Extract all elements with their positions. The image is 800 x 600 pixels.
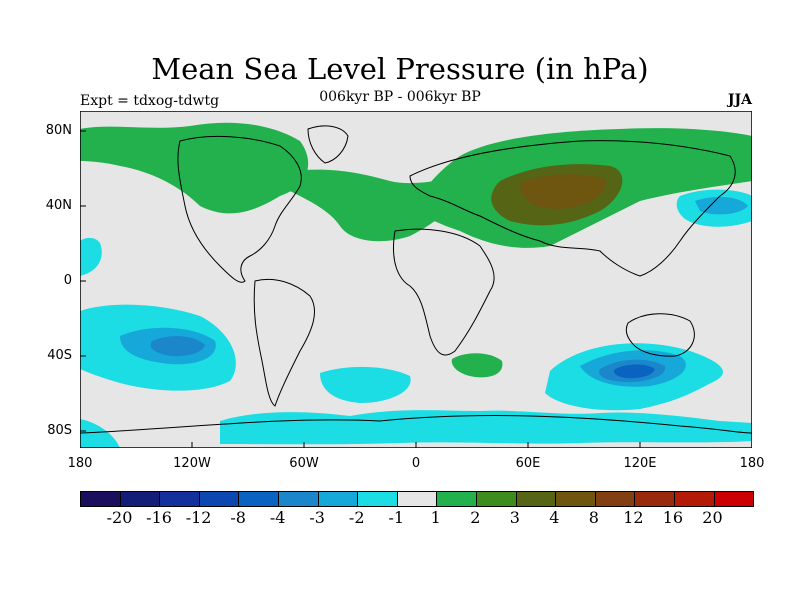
colorbar-swatch [635,492,675,506]
colorbar-label: -20 [106,508,133,527]
north-pacific-edge-high [80,237,102,276]
antarctic-low-band [220,410,752,445]
pressure-map [80,111,752,448]
south-pacific-core [150,336,205,357]
eurasia-inner-core [520,174,606,209]
colorbar-swatch [714,492,754,506]
australia-coast [625,313,695,357]
colorbar-swatch [120,492,161,506]
colorbar-label: -8 [230,508,246,527]
colorbar-swatch [278,492,319,506]
colorbar-label: -12 [185,508,212,527]
negative-anomaly-regions [80,189,752,448]
lon-label-180e: 180 [739,456,765,471]
colorbar-swatch [318,492,359,506]
lat-label-40s: 40S [47,348,72,363]
colorbar-swatch [476,492,517,506]
africa-coast [392,228,495,356]
north-atlantic-high [290,169,462,242]
greenland-coast [307,125,349,164]
lon-label-120e: 120E [623,456,657,471]
eurasia-coast [409,140,736,277]
lon-label-60e: 60E [515,456,541,471]
colorbar-swatch [516,492,557,506]
south-atlantic-low [320,366,411,403]
colorbar-label: 4 [549,508,560,527]
lon-label-0: 0 [411,456,421,471]
north-america-coast [177,135,302,283]
season-label: JJA [727,92,752,108]
colorbar-label: 16 [662,508,684,527]
colorbar [80,491,754,507]
negative-anomaly-core [150,336,666,383]
coastlines [80,125,752,434]
experiment-label: Expt = tdxog-tdwtg [80,93,220,109]
colorbar-label: -1 [388,508,405,527]
colorbar-swatch [358,492,398,506]
colorbar-label: 1 [430,508,441,527]
colorbar-label: -16 [146,508,172,527]
south-atlantic-high [451,353,503,378]
axis-ticks [80,130,641,448]
south-pacific-edge-low [80,419,120,448]
colorbar-swatch [397,492,438,506]
negative-anomaly-deepest [614,364,655,379]
positive-anomaly-regions [80,122,752,378]
lat-label-80n: 80N [45,123,72,138]
colorbar-swatch [674,492,715,506]
lat-label-40n: 40N [45,198,72,213]
colorbar-swatch [239,492,279,506]
chart-subtitle: 006kyr BP - 006kyr BP [319,89,481,105]
south-america-coast [253,278,315,407]
northwest-pacific-low-inner [695,196,748,215]
lon-label-120w: 120W [173,456,211,471]
chart-title: Mean Sea Level Pressure (in hPa) [151,52,649,86]
colorbar-swatch [199,492,240,506]
colorbar-label: 20 [702,508,723,527]
colorbar-label: 2 [470,508,481,527]
colorbar-swatch [160,492,200,506]
lon-label-180w: 180 [67,456,93,471]
colorbar-swatch [81,492,121,506]
colorbar-label: 3 [509,508,520,527]
colorbar-label: 8 [588,508,599,527]
colorbar-label: -4 [269,508,286,527]
lat-label-eq: 0 [63,273,72,288]
arctic-north-america-high [80,122,309,214]
antarctica-coast [80,415,752,434]
colorbar-swatch [595,492,636,506]
colorbar-label: 12 [623,508,644,527]
lon-label-60w: 60W [289,456,319,471]
indian-ocean-deepest [614,364,655,379]
colorbar-swatch [556,492,596,506]
colorbar-label: -2 [348,508,365,527]
colorbar-label: -3 [309,508,325,527]
colorbar-swatch [437,492,477,506]
lat-label-80s: 80S [47,423,72,438]
central-asia-level4 [520,174,606,209]
